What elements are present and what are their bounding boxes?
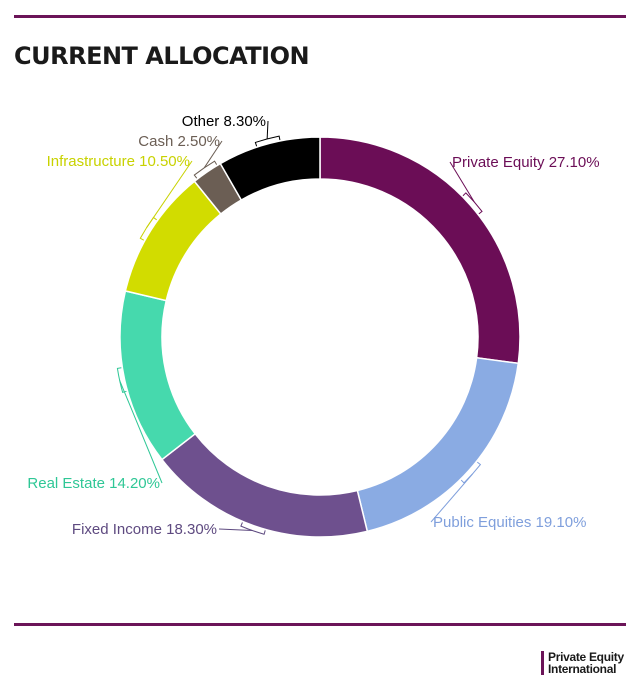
label-private-equity: Private Equity 27.10%	[452, 154, 600, 171]
leader-line-public-equities	[430, 473, 473, 523]
chart-title: CURRENT ALLOCATION	[14, 42, 310, 70]
slice-public-equities	[356, 356, 520, 533]
leader-bracket-real-estate	[116, 367, 127, 394]
leader-line-other	[266, 120, 269, 139]
label-other: Other 8.30%	[182, 113, 266, 130]
label-public-equities: Public Equities 19.10%	[433, 514, 586, 531]
slice-infrastructure	[124, 180, 222, 302]
leader-bracket-fixed-income	[240, 522, 266, 535]
slice-other	[219, 136, 321, 202]
label-cash: Cash 2.50%	[138, 133, 220, 150]
leader-line-real-estate	[119, 380, 163, 484]
label-real-estate: Real Estate 14.20%	[27, 475, 160, 492]
leader-line-infrastructure	[146, 160, 193, 228]
leader-line-private-equity	[449, 161, 475, 203]
leader-line-cash	[203, 140, 223, 169]
label-fixed-income: Fixed Income 18.30%	[72, 521, 217, 538]
publisher-logo: Private Equity International	[541, 651, 624, 675]
top-divider	[14, 15, 626, 18]
leader-bracket-private-equity	[462, 192, 483, 215]
label-infrastructure: Infrastructure 10.50%	[47, 153, 190, 170]
bottom-divider	[14, 623, 626, 626]
leader-line-fixed-income	[218, 528, 253, 532]
slice-real-estate	[119, 290, 197, 461]
logo-line-1: Private Equity	[548, 650, 624, 664]
logo-line-2: International	[548, 662, 617, 676]
leader-bracket-public-equities	[460, 461, 482, 484]
